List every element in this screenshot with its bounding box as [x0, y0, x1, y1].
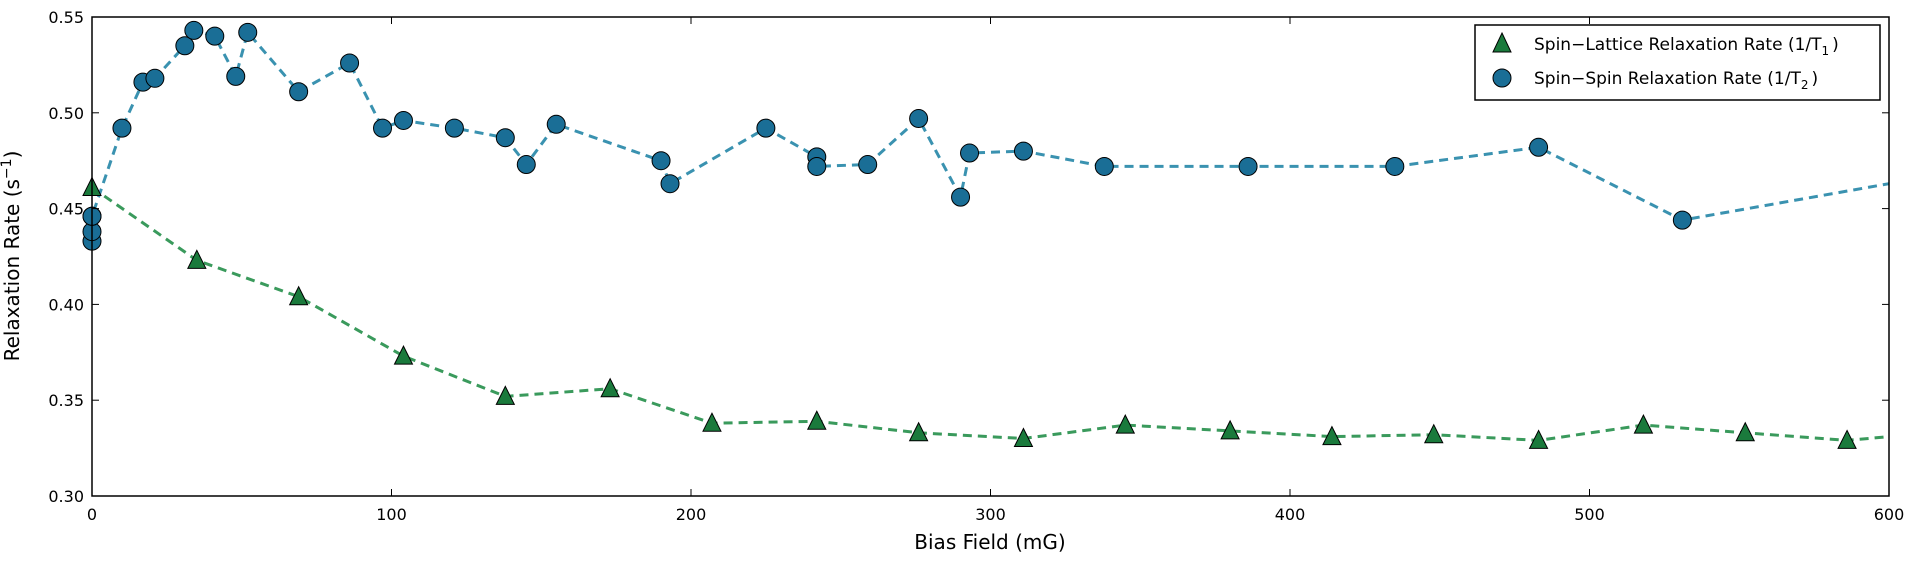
- legend-label-spin-lattice: Spin−Lattice Relaxation Rate (1/T1): [1534, 35, 1839, 58]
- data-point-spin-spin: [960, 143, 980, 163]
- x-axis-ticks: 0 100 200 300 400 500 600: [87, 17, 1904, 524]
- legend-label-spin-spin-main: Spin−Spin Relaxation Rate (1/T: [1534, 69, 1801, 89]
- legend-triangle-icon: [1492, 31, 1512, 53]
- legend-label-spin-lattice-subscript: 1: [1822, 44, 1830, 58]
- data-point-spin-spin: [238, 22, 258, 42]
- x-tick-label: 100: [376, 505, 407, 524]
- legend-label-spin-spin: Spin−Spin Relaxation Rate (1/T2): [1534, 69, 1818, 92]
- data-point-spin-lattice: [1322, 425, 1342, 446]
- data-point-spin-lattice: [495, 385, 516, 405]
- y-axis-ticks: 0.30 0.35 0.40 0.45 0.50 0.55: [48, 8, 1889, 506]
- data-point-spin-lattice: [1735, 421, 1756, 442]
- y-tick-label: 0.30: [48, 487, 84, 506]
- y-tick-label: 0.35: [48, 391, 84, 410]
- data-point-spin-spin: [1238, 156, 1258, 176]
- x-tick-label: 0: [87, 505, 97, 524]
- data-point-spin-spin: [546, 114, 566, 134]
- legend-label-spin-spin-close: ): [1812, 69, 1819, 89]
- legend-box: [1474, 24, 1881, 101]
- data-point-spin-spin: [1385, 156, 1405, 176]
- y-axis-label-exponent: −1: [0, 158, 15, 179]
- legend: Spin−Lattice Relaxation Rate (1/T1) Spin…: [1474, 24, 1881, 101]
- legend-circle-icon: [1492, 68, 1512, 88]
- data-point-spin-spin: [112, 118, 132, 138]
- data-point-spin-lattice: [908, 421, 929, 442]
- data-point-spin-lattice: [600, 377, 620, 398]
- x-tick-label: 600: [1874, 505, 1905, 524]
- x-tick-label: 400: [1275, 505, 1306, 524]
- data-point-spin-spin: [175, 36, 195, 56]
- data-point-spin-lattice: [806, 410, 827, 430]
- data-point-spin-spin: [184, 20, 204, 40]
- data-point-spin-spin: [373, 118, 393, 138]
- y-tick-label: 0.55: [48, 8, 84, 27]
- series-markers: [82, 20, 1857, 449]
- data-point-spin-spin: [1094, 156, 1114, 176]
- x-axis-label: Bias Field (mG): [914, 530, 1065, 554]
- data-point-spin-spin: [289, 82, 309, 102]
- data-point-spin-lattice: [1423, 423, 1444, 444]
- data-point-spin-spin: [516, 155, 536, 175]
- x-tick-label: 500: [1574, 505, 1605, 524]
- data-point-spin-spin: [651, 151, 671, 171]
- data-point-spin-spin: [495, 128, 515, 148]
- data-point-spin-lattice: [1837, 429, 1857, 449]
- data-point-spin-spin: [660, 174, 680, 194]
- data-point-spin-spin: [756, 118, 776, 138]
- data-point-spin-spin: [1672, 210, 1692, 230]
- y-tick-label: 0.45: [48, 200, 84, 219]
- data-point-spin-spin: [858, 155, 878, 175]
- data-point-spin-spin: [909, 109, 929, 129]
- data-point-spin-spin: [393, 110, 413, 130]
- data-point-spin-lattice: [288, 285, 309, 306]
- data-point-spin-lattice: [187, 249, 207, 269]
- data-point-spin-lattice: [1115, 413, 1136, 434]
- data-point-spin-spin: [444, 118, 464, 138]
- data-point-spin-spin: [226, 66, 246, 86]
- data-point-spin-spin: [340, 53, 360, 73]
- y-axis-label-close: ): [0, 151, 24, 159]
- data-point-spin-lattice: [702, 412, 722, 432]
- data-point-spin-spin: [951, 187, 971, 207]
- x-tick-label: 300: [975, 505, 1006, 524]
- y-axis-label-main: Relaxation Rate (s: [0, 179, 24, 361]
- y-tick-label: 0.50: [48, 104, 84, 123]
- data-point-spin-spin: [1013, 141, 1033, 161]
- data-point-spin-spin: [145, 68, 165, 88]
- data-point-spin-spin: [807, 156, 827, 176]
- data-point-spin-lattice: [1528, 429, 1549, 449]
- legend-label-spin-spin-subscript: 2: [1801, 78, 1809, 92]
- data-point-spin-spin: [205, 26, 225, 46]
- x-tick-label: 200: [676, 505, 707, 524]
- data-point-spin-spin: [1529, 137, 1549, 157]
- y-tick-label: 0.40: [48, 295, 84, 314]
- legend-label-spin-lattice-main: Spin−Lattice Relaxation Rate (1/T: [1534, 35, 1822, 55]
- data-point-spin-lattice: [1633, 413, 1654, 434]
- series-line-spin-lattice: [91, 186, 1890, 442]
- legend-label-spin-lattice-close: ): [1832, 35, 1839, 55]
- y-axis-label: Relaxation Rate (s−1): [0, 151, 24, 362]
- data-point-spin-lattice: [393, 345, 414, 365]
- data-point-spin-lattice: [1013, 427, 1034, 448]
- data-point-spin-lattice: [1220, 419, 1240, 440]
